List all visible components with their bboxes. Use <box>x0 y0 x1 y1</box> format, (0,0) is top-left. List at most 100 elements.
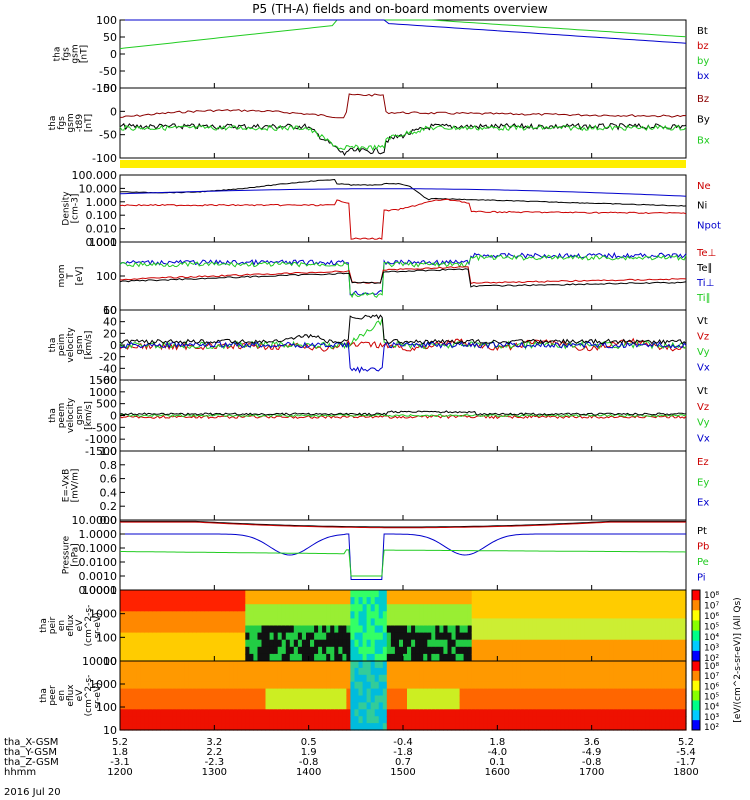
spectrogram-cell <box>221 625 226 634</box>
spectrogram-cell <box>330 604 335 612</box>
spectrogram-cell <box>253 661 258 669</box>
spectrogram-cell <box>677 681 683 690</box>
spectrogram-cell <box>508 681 513 690</box>
spectrogram-cell <box>641 667 647 676</box>
spectrogram-cell <box>128 709 133 717</box>
spectrogram-cell <box>184 632 190 641</box>
spectrogram-cell <box>136 716 141 724</box>
spectrogram-cell <box>306 590 311 598</box>
spectrogram-cell <box>407 702 412 710</box>
spectrogram-cell <box>200 716 206 724</box>
spectrogram-cell <box>208 661 214 669</box>
spectrogram-cell <box>447 653 453 662</box>
colorbar-label-text: [eV/(cm^2-s-sr-eV)] (All Qs) <box>733 597 743 722</box>
spectrogram-cell <box>358 681 364 690</box>
spectrogram-cell <box>411 674 416 683</box>
spectrogram-cell <box>366 639 372 648</box>
spectrogram-cell <box>540 611 546 619</box>
spectrogram-cell <box>196 653 202 662</box>
spectrogram-cell <box>156 639 161 648</box>
spectrogram-cell <box>637 674 643 683</box>
spectrogram-cell <box>326 674 331 683</box>
spectrogram-cell <box>374 667 380 676</box>
spectrogram-cell <box>273 674 279 683</box>
spectrogram-cell <box>576 716 582 724</box>
spectrogram-cell <box>641 716 647 724</box>
ephemeris-row-label: tha_Z-GSM <box>4 757 59 768</box>
spectrogram-cell <box>297 590 303 598</box>
spectrogram-cell <box>463 618 469 627</box>
spectrogram-cell <box>682 661 687 669</box>
spectrogram-cell <box>459 681 465 690</box>
spectrogram-cell <box>144 590 149 598</box>
spectrogram-cell <box>281 695 287 703</box>
spectrogram-cell <box>200 723 206 731</box>
spectrogram-cell <box>459 723 465 731</box>
spectrogram-cell <box>661 604 667 612</box>
spectrogram-cell <box>362 625 368 634</box>
spectrogram-cell <box>168 681 174 690</box>
spectrogram-cell <box>188 625 194 634</box>
spectrogram-cell <box>338 681 343 690</box>
spectrogram-cell <box>471 632 477 641</box>
spectrogram-cell <box>407 639 412 648</box>
spectrogram-cell <box>617 604 622 612</box>
spectrogram-cell <box>431 702 436 710</box>
spectrogram-cell <box>136 618 141 627</box>
spectrogram-cell <box>289 604 295 612</box>
spectrogram-cell <box>338 674 343 683</box>
spectrogram-cell <box>164 681 170 690</box>
spectrogram-cell <box>415 639 420 648</box>
y-tick-label: 1000 <box>89 236 117 249</box>
spectrogram-cell <box>386 639 392 648</box>
spectrogram-cell <box>504 618 509 627</box>
spectrogram-cell <box>508 639 513 648</box>
y-label-line: [nT] <box>84 114 94 132</box>
spectrogram-cell <box>350 653 355 662</box>
spectrogram-cell <box>374 611 380 619</box>
spectrogram-cell <box>669 723 675 731</box>
spectrogram-cell <box>184 625 190 634</box>
spectrogram-cell <box>633 646 638 655</box>
spectrogram-cell <box>431 681 436 690</box>
spectrogram-cell <box>160 674 165 683</box>
spectrogram-cell <box>322 597 327 605</box>
spectrogram-cell <box>136 653 141 662</box>
spectrogram-cell <box>665 702 671 710</box>
spectrogram-cell <box>136 695 141 703</box>
spectrogram-cell <box>500 667 505 676</box>
spectrogram-cell <box>645 632 651 641</box>
spectrogram-cell <box>589 661 594 669</box>
spectrogram-cell <box>370 681 376 690</box>
spectrogram-cell <box>338 639 343 648</box>
spectrogram-cell <box>463 702 469 710</box>
spectrogram-cell <box>394 625 400 634</box>
colorbar-tick-label: 10⁴ <box>704 703 719 713</box>
spectrogram-cell <box>540 604 546 612</box>
spectrogram-cell <box>249 716 254 724</box>
spectrogram-cell <box>204 639 210 648</box>
spectrogram-cell <box>310 709 315 717</box>
spectrogram-cell <box>132 618 137 627</box>
spectrogram-cell <box>176 611 182 619</box>
y-tick-label: 10.0000 <box>72 514 118 527</box>
spectrogram-cell <box>536 716 541 724</box>
spectrogram-cell <box>544 702 550 710</box>
spectrogram-cell <box>399 674 404 683</box>
spectrogram-cell <box>354 604 360 612</box>
spectrogram-cell <box>148 632 153 641</box>
spectrogram-cell <box>439 716 444 724</box>
spectrogram-cell <box>370 709 376 717</box>
spectrogram-cell <box>374 674 380 683</box>
spectrogram-cell <box>265 661 271 669</box>
spectrogram-cell <box>560 590 566 598</box>
spectrogram-cell <box>419 702 424 710</box>
spectrogram-cell <box>128 625 133 634</box>
spectrogram-cell <box>415 625 420 634</box>
spectrogram-cell <box>120 661 125 669</box>
spectrogram-cell <box>180 618 186 627</box>
spectrogram-cell <box>431 709 436 717</box>
spectrogram-cell <box>487 611 493 619</box>
series-line-Vy <box>119 410 686 416</box>
